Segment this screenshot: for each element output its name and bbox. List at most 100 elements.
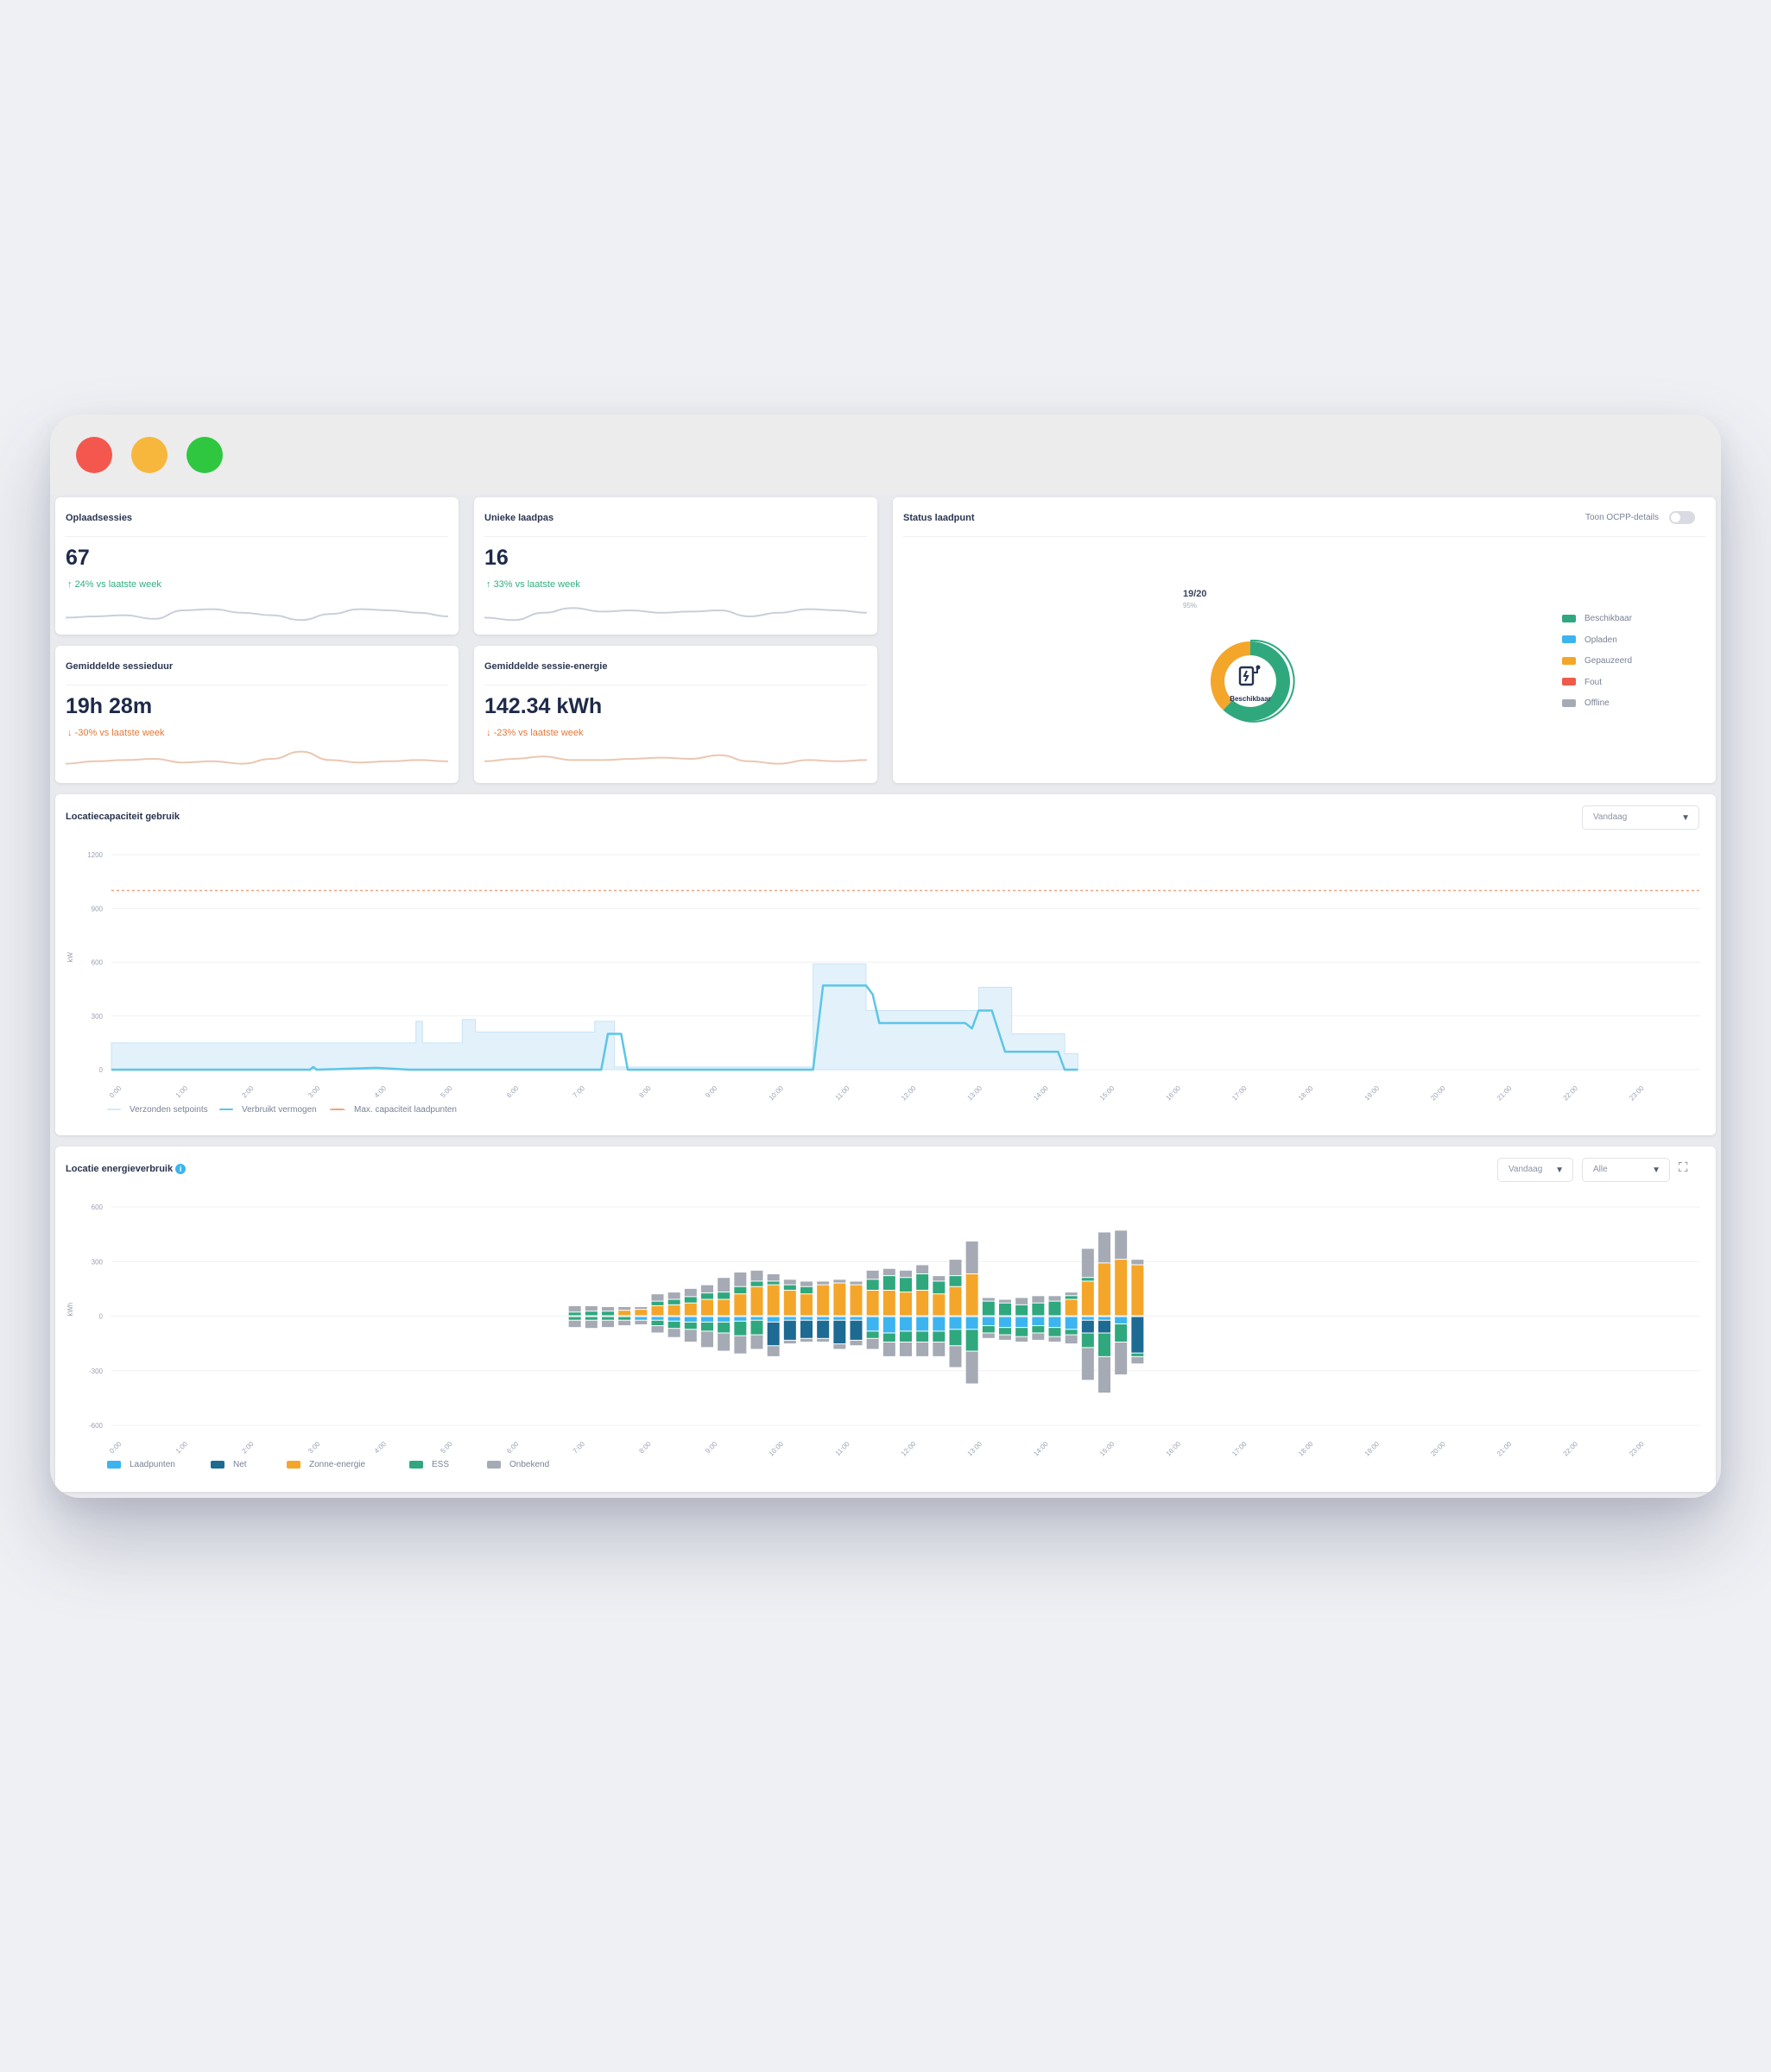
x-tick-label: 17:00 <box>1230 1440 1249 1458</box>
energy-bar-zonne-energie <box>949 1286 962 1316</box>
y-tick-label: 0 <box>99 1313 104 1321</box>
energy-bar-onbekend <box>585 1320 598 1329</box>
x-tick-label: 10:00 <box>768 1440 786 1458</box>
capacity-legend-item[interactable]: Max. capaciteit laadpunten <box>330 1105 457 1115</box>
kpi-title: Gemiddelde sessie-energie <box>484 661 608 672</box>
status-legend-item[interactable]: Beschikbaar <box>1562 614 1632 623</box>
energy-bar-onbekend <box>933 1342 946 1356</box>
kpi-delta: ↑ 33% vs laatste week <box>486 579 580 590</box>
energy-legend-item[interactable]: Net <box>211 1460 247 1469</box>
energy-bar-onbekend <box>833 1344 846 1349</box>
fullscreen-icon[interactable]: ⛶ <box>1679 1160 1688 1175</box>
x-tick-label: 13:00 <box>966 1440 984 1458</box>
energy-range-select[interactable]: Vandaag ▼ <box>1497 1158 1573 1182</box>
energy-legend-item[interactable]: Onbekend <box>487 1460 549 1469</box>
energy-bar-zonne-energie <box>635 1310 648 1316</box>
arrow-up-icon: ↑ <box>486 579 491 590</box>
arrow-down-icon: ↓ <box>486 728 491 738</box>
window-titlebar <box>50 414 1721 494</box>
energy-bar-ess <box>718 1322 731 1333</box>
info-icon[interactable]: i <box>175 1164 187 1175</box>
legend-label: Onbekend <box>509 1460 550 1469</box>
energy-bar-net <box>817 1320 830 1338</box>
energy-bar-zonne-energie <box>800 1294 813 1316</box>
kpi-card-unique-cards: Unieke laadpas 16 ↑ 33% vs laatste week <box>474 497 877 635</box>
energy-bar-zonne-energie <box>817 1285 830 1316</box>
sparkline-path <box>484 754 867 765</box>
x-tick-label: 0:00 <box>108 1440 123 1456</box>
chevron-down-icon: ▼ <box>1681 813 1690 823</box>
x-tick-label: 19:00 <box>1363 1084 1382 1102</box>
energy-bar-onbekend <box>999 1299 1011 1303</box>
close-window-button[interactable] <box>76 437 112 473</box>
maximize-window-button[interactable] <box>187 437 223 473</box>
energy-bar-net <box>1081 1320 1094 1333</box>
legend-label: Beschikbaar <box>1584 614 1633 623</box>
status-legend-item[interactable]: Offline <box>1562 698 1610 708</box>
y-axis-label: kW <box>66 952 74 963</box>
energy-bar-onbekend <box>850 1340 863 1346</box>
energy-bar-laadpunten <box>1015 1317 1028 1328</box>
x-tick-label: 0:00 <box>108 1084 123 1100</box>
energy-bar-ess <box>800 1286 813 1294</box>
capacity-range-select[interactable]: Vandaag ▼ <box>1582 805 1699 830</box>
y-tick-label: 0 <box>99 1066 104 1074</box>
energy-bar-onbekend <box>1098 1232 1110 1263</box>
legend-swatch <box>1562 656 1576 665</box>
legend-swatch <box>107 1460 121 1469</box>
energy-bar-laadpunten <box>783 1317 796 1320</box>
energy-bar-ess <box>750 1281 763 1286</box>
energy-bar-laadpunten <box>866 1317 879 1331</box>
legend-swatch <box>107 1109 121 1111</box>
energy-title: Locatie energieverbruik i <box>66 1164 187 1175</box>
energy-bar-ess <box>1065 1296 1078 1299</box>
energy-bar-zonne-energie <box>1081 1281 1094 1316</box>
energy-bar-zonne-energie <box>1098 1263 1110 1316</box>
energy-bar-net <box>833 1320 846 1344</box>
energy-bar-ess <box>667 1321 680 1329</box>
x-tick-label: 7:00 <box>572 1440 587 1456</box>
y-tick-label: -300 <box>89 1368 104 1375</box>
capacity-legend-item[interactable]: Verbruikt vermogen <box>219 1105 317 1115</box>
energy-bar-ess <box>568 1312 581 1316</box>
energy-bar-onbekend <box>767 1346 780 1356</box>
energy-bar-onbekend <box>750 1335 763 1349</box>
kpi-card-sessions: Oplaadsessies 67 ↑ 24% vs laatste week <box>55 497 459 635</box>
energy-bar-onbekend <box>684 1288 697 1297</box>
energy-bar-ess <box>585 1317 598 1320</box>
legend-swatch <box>1562 614 1576 622</box>
energy-bar-ess <box>933 1331 946 1342</box>
energy-bar-onbekend <box>949 1260 962 1276</box>
energy-bar-net <box>800 1320 813 1338</box>
energy-bar-zonne-energie <box>734 1294 747 1316</box>
y-tick-label: 300 <box>92 1013 104 1020</box>
kpi-value: 16 <box>484 546 509 570</box>
capacity-legend-item[interactable]: Verzonden setpoints <box>107 1105 208 1115</box>
energy-bar-zonne-energie <box>651 1305 664 1316</box>
energy-legend-item[interactable]: Laadpunten <box>107 1460 175 1469</box>
status-legend-item[interactable]: Opladen <box>1562 635 1617 645</box>
ocpp-details-toggle[interactable] <box>1669 511 1695 524</box>
energy-bar-onbekend <box>882 1268 895 1276</box>
energy-bar-zonne-energie <box>916 1290 929 1316</box>
kpi-delta: ↑ 24% vs laatste week <box>67 579 161 590</box>
x-tick-label: 14:00 <box>1032 1440 1050 1458</box>
energy-legend-item[interactable]: ESS <box>409 1460 449 1469</box>
status-count-percent: 95% <box>1183 602 1197 610</box>
energy-bar-laadpunten <box>718 1317 731 1322</box>
status-legend-item[interactable]: Fout <box>1562 678 1602 687</box>
energy-bar-ess <box>734 1286 747 1294</box>
x-tick-label: 1:00 <box>174 1084 190 1100</box>
energy-bar-onbekend <box>1115 1342 1128 1374</box>
status-legend-item[interactable]: Gepauzeerd <box>1562 656 1632 666</box>
energy-legend-item[interactable]: Zonne-energie <box>287 1460 365 1469</box>
energy-bar-ess <box>900 1278 912 1292</box>
legend-label: Offline <box>1584 698 1610 708</box>
minimize-window-button[interactable] <box>131 437 168 473</box>
energy-bar-onbekend <box>1131 1356 1144 1364</box>
y-axis-label: kWh <box>66 1303 74 1317</box>
energy-filter-select[interactable]: Alle ▼ <box>1582 1158 1670 1182</box>
energy-bar-net <box>850 1320 863 1340</box>
kpi-title: Oplaadsessies <box>66 513 133 523</box>
legend-swatch <box>1562 678 1576 686</box>
